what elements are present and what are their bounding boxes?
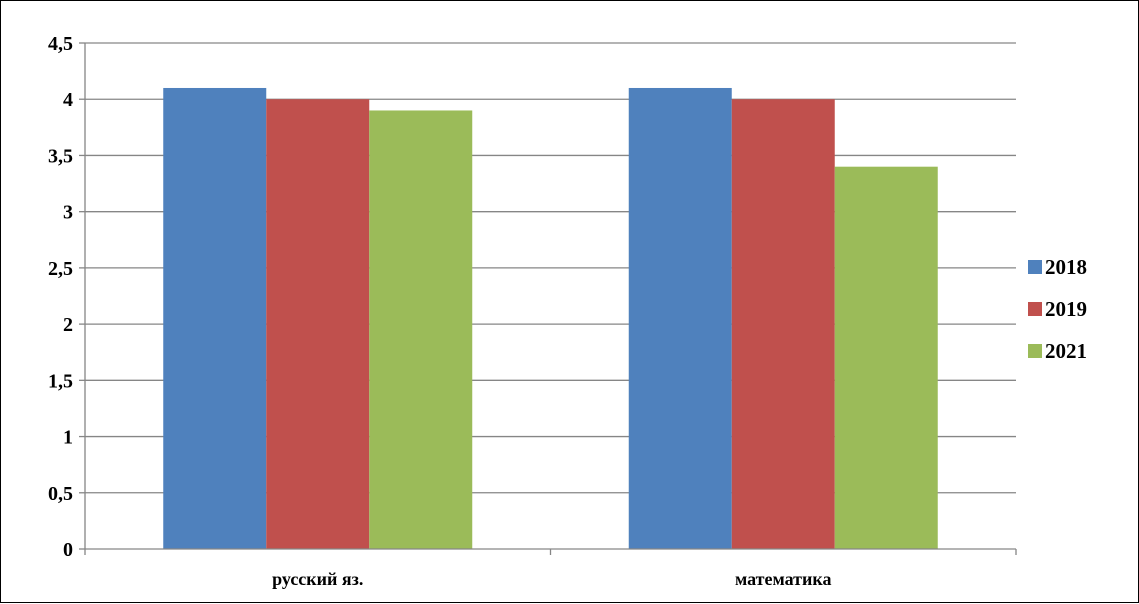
y-tick-label: 0 [63, 539, 73, 561]
bar-2021 [369, 110, 473, 549]
legend-label-2018: 2018 [1045, 255, 1087, 279]
y-tick-label: 4 [63, 89, 73, 111]
y-tick-label: 0,5 [48, 483, 73, 505]
bar-2019 [266, 99, 370, 549]
y-tick-label: 3,5 [48, 145, 73, 167]
y-tick-label: 1 [63, 427, 73, 449]
x-category-labels: русский яз. математика [272, 569, 831, 589]
legend-swatch-2018 [1028, 260, 1042, 274]
legend-label-2021: 2021 [1045, 339, 1087, 363]
y-tick-label: 1,5 [48, 370, 73, 392]
bar-2018 [628, 87, 732, 549]
legend-swatch-2019 [1028, 302, 1042, 316]
y-tick-label: 2 [63, 314, 73, 336]
y-tick-labels: 0 0,5 1 1,5 2 2,5 3 3,5 4 4,5 [48, 33, 73, 561]
y-tick-label: 2,5 [48, 258, 73, 280]
bar-2019 [731, 99, 835, 549]
bar-2018 [163, 87, 267, 549]
legend-swatch-2021 [1028, 344, 1042, 358]
legend: 2018 2019 2021 [1028, 255, 1087, 363]
bars [163, 87, 938, 549]
legend-label-2019: 2019 [1045, 297, 1087, 321]
y-tick-label: 3 [63, 202, 73, 224]
axes [79, 42, 1017, 555]
bar-2021 [834, 166, 938, 549]
y-tick-label: 4,5 [48, 33, 73, 55]
x-category-label: математика [735, 569, 832, 589]
x-category-label: русский яз. [272, 569, 363, 589]
